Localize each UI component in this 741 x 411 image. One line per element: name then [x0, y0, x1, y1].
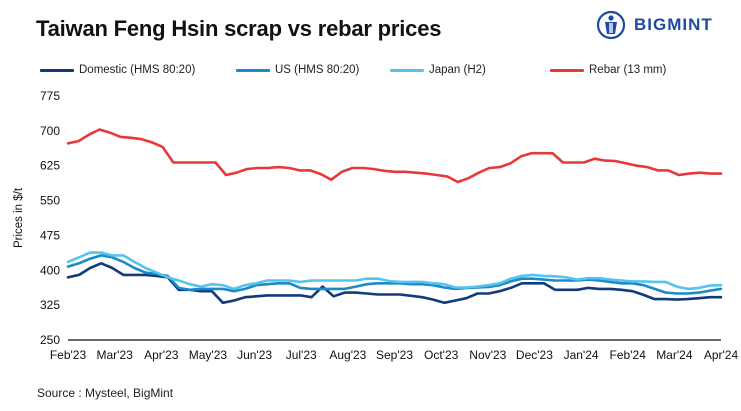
x-tick-label: Feb'23 [50, 348, 87, 362]
legend-item: Rebar (13 mm) [550, 64, 666, 76]
legend-item: US (HMS 80:20) [236, 64, 359, 76]
x-tick-label: Mar'24 [656, 348, 693, 362]
bigmint-logo-text: BIGMINT [634, 15, 713, 34]
x-tick-label: Mar'23 [96, 348, 133, 362]
y-tick-label: 775 [40, 89, 60, 103]
chart-title: Taiwan Feng Hsin scrap vs rebar prices [36, 16, 442, 41]
legend-label: US (HMS 80:20) [275, 64, 360, 76]
series-line-japan-h2 [66, 251, 723, 291]
bigmint-logo: BIGMINT [596, 10, 731, 40]
y-tick-label: 550 [40, 194, 60, 208]
legend-label: Rebar (13 mm) [589, 64, 667, 76]
bigmint-logo-icon [596, 10, 626, 40]
x-tick-label: Jan'24 [564, 348, 599, 362]
y-axis-label: Prices in $/t [13, 187, 25, 248]
y-tick-label: 250 [40, 333, 60, 347]
x-tick-label: May'23 [189, 348, 228, 362]
chart-legend: Domestic (HMS 80:20) US (HMS 80:20) Japan … [40, 64, 700, 80]
x-tick-label: Apr'24 [704, 348, 739, 362]
x-tick-label: Feb'24 [610, 348, 647, 362]
x-tick-label: Apr'23 [144, 348, 179, 362]
x-tick-label: Jul'23 [286, 348, 317, 362]
x-tick-label: Sep'23 [376, 348, 413, 362]
legend-item: Domestic (HMS 80:20) [40, 64, 195, 76]
x-tick-label: Nov'23 [469, 348, 506, 362]
legend-swatch [390, 68, 424, 72]
series-line-rebar-13-mm [66, 128, 723, 184]
series-line-us-hms-80-20 [66, 254, 723, 295]
legend-swatch [40, 68, 74, 72]
y-tick-label: 625 [40, 159, 60, 173]
source-note: Source : Mysteel, BigMint [37, 386, 174, 400]
legend-item: Japan (H2) [390, 64, 486, 76]
y-tick-label: 700 [40, 124, 60, 138]
y-tick-label: 475 [40, 228, 60, 242]
x-tick-label: Aug'23 [329, 348, 366, 362]
x-tick-label: Dec'23 [516, 348, 553, 362]
x-tick-label: Oct'23 [424, 348, 459, 362]
y-tick-label: 400 [40, 263, 60, 277]
y-tick-label: 325 [40, 298, 60, 312]
x-tick-label: Jun'23 [237, 348, 272, 362]
legend-label: Japan (H2) [429, 64, 486, 76]
legend-swatch [550, 68, 584, 72]
legend-swatch [236, 68, 270, 72]
legend-label: Domestic (HMS 80:20) [79, 64, 196, 76]
